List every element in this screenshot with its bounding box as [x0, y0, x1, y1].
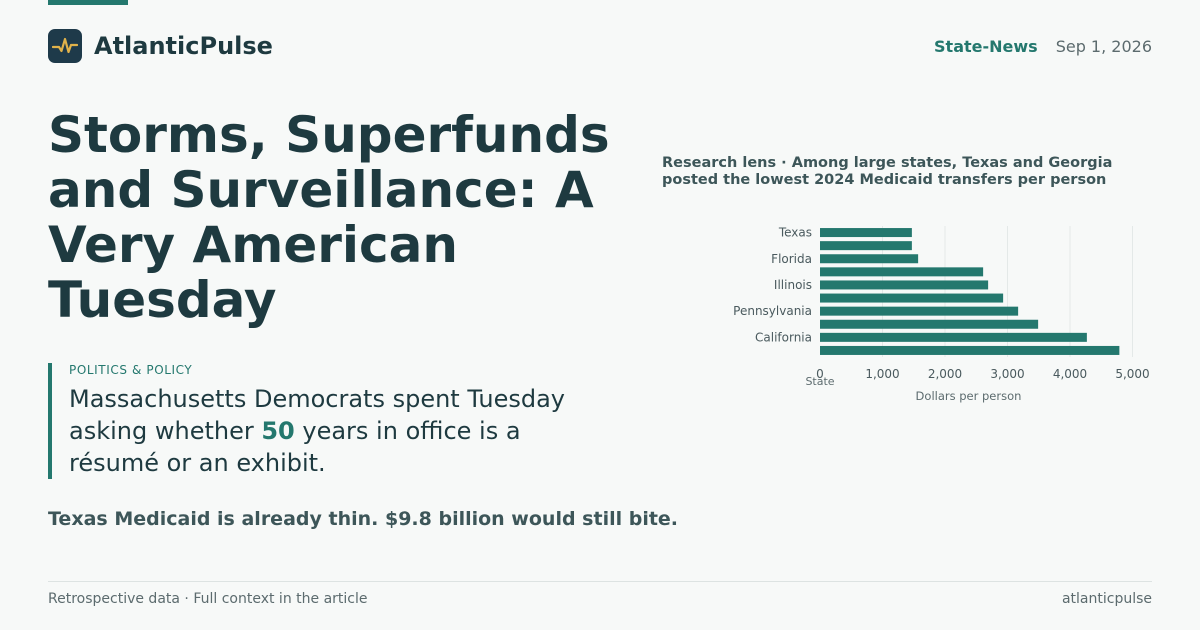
- bar-michigan: [820, 319, 1039, 329]
- bar-chart: Texas Florida Illinois Pennsylvania Californ…: [733, 226, 1150, 403]
- kicker: POLITICS & POLICY: [69, 363, 193, 377]
- bar-pennsylvania: [820, 306, 1019, 316]
- subhead: Texas Medicaid is already thin. $9.8 bil…: [48, 508, 679, 530]
- header-meta: State-News Sep 1, 2026: [934, 37, 1152, 56]
- x-tick-label-0: 0: [816, 367, 824, 381]
- bar-florida: [820, 254, 919, 264]
- top-accent-bar: [48, 0, 128, 5]
- bar-ohio: [820, 293, 1004, 303]
- section-link[interactable]: State-News: [934, 37, 1038, 56]
- x-tick-label-5: 5,000: [1115, 367, 1149, 381]
- bar-new-york: [820, 345, 1120, 355]
- chart-title: Research lens · Among large states, Texa…: [662, 155, 1113, 188]
- bar-texas: [820, 228, 912, 238]
- dek-highlight: 50: [261, 417, 295, 445]
- dek-text-after: years in office is a résumé or an exhibi…: [69, 417, 521, 477]
- brand[interactable]: AtlanticPulse: [48, 29, 273, 63]
- bar-illinois: [820, 280, 989, 290]
- y-axis-label: State: [805, 375, 834, 388]
- bar-georgia: [820, 241, 912, 251]
- footer-brand[interactable]: atlanticpulse: [1061, 591, 1152, 607]
- bar-california: [820, 332, 1087, 342]
- dek-text: Massachusetts Democrats spent Tuesday as…: [69, 383, 618, 479]
- x-tick-label-3: 3,000: [990, 367, 1024, 381]
- category-label-2: Florida: [771, 252, 812, 266]
- footer-note: Retrospective data · Full context in the…: [48, 591, 368, 607]
- category-label-8: California: [755, 330, 812, 344]
- brand-name: AtlanticPulse: [94, 32, 273, 60]
- pulse-icon: [48, 29, 82, 63]
- dek: POLITICS & POLICY Massachusetts Democrat…: [48, 363, 618, 479]
- publish-date: Sep 1, 2026: [1055, 37, 1152, 56]
- bar-arizona: [820, 267, 984, 277]
- category-label-6: Pennsylvania: [733, 304, 812, 318]
- x-tick-label-2: 2,000: [928, 367, 962, 381]
- dek-text-before: Massachusetts Democrats spent Tuesday as…: [69, 385, 565, 445]
- category-label-0: Texas: [778, 226, 812, 240]
- x-axis-label: Dollars per person: [916, 389, 1022, 403]
- headline: Storms, Superfunds and Surveillance: A V…: [48, 106, 610, 329]
- footer-divider: [48, 581, 1152, 582]
- x-tick-label-1: 1,000: [865, 367, 899, 381]
- category-label-4: Illinois: [774, 278, 812, 292]
- x-tick-label-4: 4,000: [1053, 367, 1087, 381]
